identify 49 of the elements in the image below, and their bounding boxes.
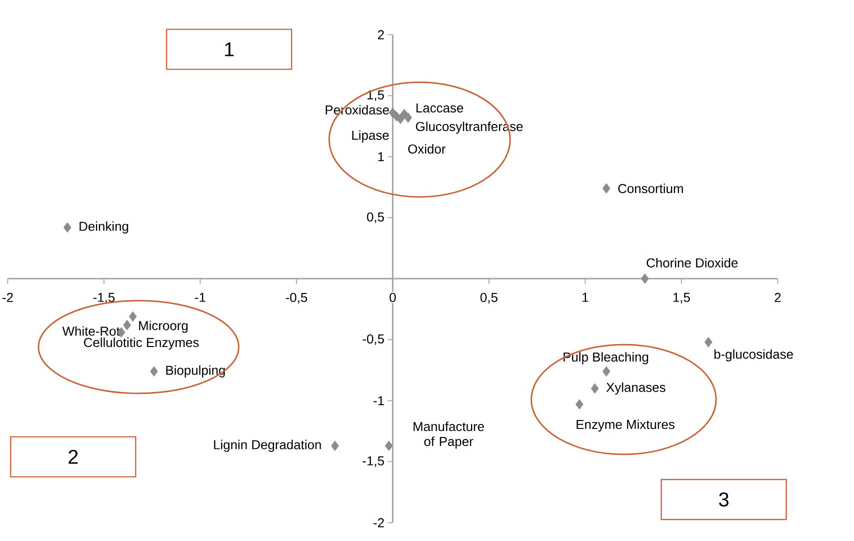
y-tick-label: -1 [374,396,384,406]
point [331,440,339,452]
x-tick-label: 1,5 [673,292,690,304]
y-tick-label: -1,5 [362,456,384,467]
series-label: Lipase [352,130,389,142]
annotation: 3 [719,492,728,507]
series-label: b-glucosidase [714,349,793,362]
point [123,320,132,330]
point [128,311,137,322]
point [396,114,404,124]
series-label: White-Rot [62,326,120,336]
series-label: Pulp Bleaching [564,352,648,364]
x-tick-label: -1 [195,292,206,302]
y-tick-label: 2 [378,30,384,40]
point [384,440,393,452]
x-tick-label: -1,5 [93,292,115,304]
annotation: 2 [68,450,78,464]
series-label: Oxidor [408,144,446,154]
y-tick-label: 1 [378,152,384,162]
series-label: Cellulotitic Enzymes [84,338,199,350]
series-label: Biopulping [166,365,225,378]
y-tick-label: -2 [374,518,384,528]
x-tick-label: -0,5 [286,292,308,304]
series-label: Lignin Degradation [214,440,321,452]
point [590,383,599,394]
x-tick-label: 1 [582,292,588,302]
point [575,399,584,410]
series-label: Chorine Dioxide [646,258,738,268]
point [602,183,610,194]
series-label: Deinking [80,221,128,234]
point [150,366,158,377]
x-tick-label: -2 [2,292,13,302]
annotation: 1 [225,42,234,56]
series-label: Enzyme Mixtures [576,420,674,432]
x-tick-label: 0,5 [480,292,498,304]
point [602,366,610,377]
series-label: Consortium [618,184,683,194]
y-tick-label: -0,5 [362,334,384,346]
point [63,222,72,233]
y-tick-label: 0,5 [367,212,384,224]
series-label: Xylanases [606,382,666,395]
point [640,273,649,284]
series-label: Manufacture of Paper [414,422,484,449]
series-label: Laccase [416,103,464,113]
x-tick-label: 2 [774,292,781,302]
point [404,112,412,123]
x-tick-label: 0 [390,292,396,302]
point [704,336,712,348]
series-label: Microorg [139,320,188,333]
